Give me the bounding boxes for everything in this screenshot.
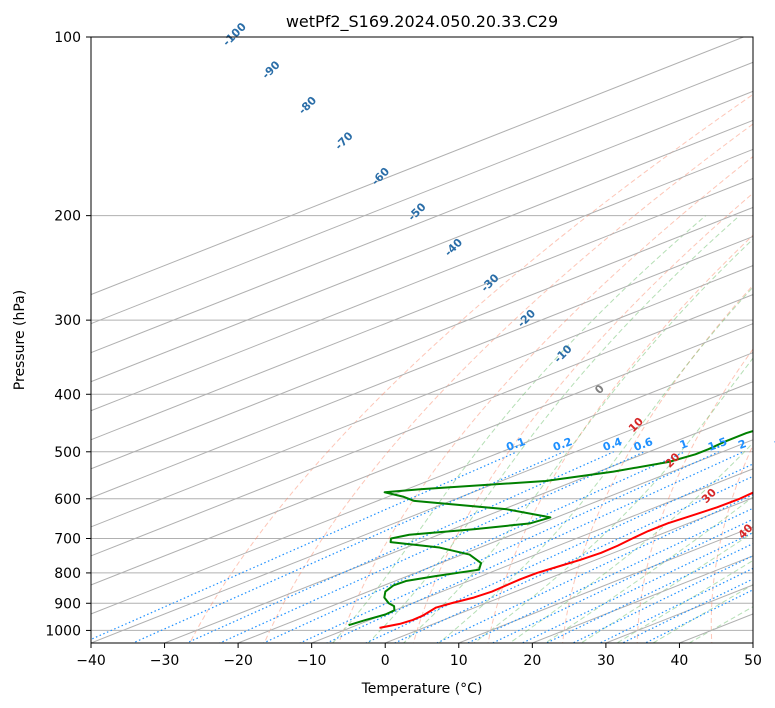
mixing-ratio-line bbox=[298, 451, 719, 643]
x-tick-label: 30 bbox=[597, 653, 615, 669]
mixing-ratio-label: 3 bbox=[773, 437, 775, 452]
x-axis: −40 −30 −20 −10 0 10 20 30 40 50 bbox=[76, 643, 762, 669]
dry-adiabat bbox=[487, 234, 753, 643]
isotherm bbox=[91, 177, 753, 441]
x-tick-label: −40 bbox=[76, 653, 106, 669]
mixing-ratio-line bbox=[491, 518, 753, 643]
x-tick-label: 20 bbox=[523, 653, 541, 669]
mixing-ratio-line bbox=[185, 451, 614, 643]
isotherm bbox=[385, 497, 753, 643]
isotherm bbox=[91, 265, 753, 528]
temperature-profile bbox=[379, 491, 753, 629]
dry-adiabat bbox=[562, 284, 753, 643]
isotherm bbox=[91, 294, 753, 557]
dry-adiabat bbox=[338, 155, 753, 643]
moist-adiabat bbox=[332, 215, 706, 643]
x-axis-title: Temperature (°C) bbox=[361, 681, 483, 697]
mixing-ratio-line bbox=[571, 555, 753, 643]
plot-frame bbox=[90, 36, 754, 644]
x-tick-label: −20 bbox=[223, 653, 253, 669]
dry-adiabat bbox=[710, 443, 753, 643]
sounding-series bbox=[348, 429, 753, 629]
mixing-ratio-line bbox=[598, 567, 753, 643]
isotherm bbox=[91, 90, 753, 354]
x-tick-label: 50 bbox=[744, 653, 762, 669]
dewpoint-profile bbox=[348, 429, 753, 627]
mixing-ratio-line bbox=[218, 451, 645, 643]
isotherm bbox=[458, 526, 753, 643]
isotherm bbox=[91, 61, 753, 325]
mixing-ratio-line bbox=[466, 507, 753, 643]
isotherm bbox=[91, 235, 753, 499]
dry-adiabats bbox=[189, 93, 753, 643]
y-tick-label: 1000 bbox=[45, 623, 81, 639]
isotherm bbox=[164, 410, 753, 643]
mixing-ratio-label: 0.6 bbox=[632, 435, 655, 454]
x-tick-label: 0 bbox=[381, 653, 390, 669]
dry-adiabat bbox=[189, 93, 753, 643]
isotherm bbox=[91, 323, 753, 586]
y-tick-label: 500 bbox=[54, 445, 81, 461]
y-tick-label: 300 bbox=[54, 313, 81, 329]
isotherm bbox=[237, 439, 753, 643]
y-tick-label: 400 bbox=[54, 387, 81, 403]
y-tick-label: 900 bbox=[54, 596, 81, 612]
y-tick-label: 600 bbox=[54, 492, 81, 508]
isotherm bbox=[91, 148, 753, 412]
isotherm bbox=[91, 352, 753, 615]
y-tick-label: 700 bbox=[54, 532, 81, 548]
isotherm bbox=[91, 119, 753, 383]
mixing-ratio-line bbox=[643, 589, 753, 643]
mixing-ratio-label: 0.2 bbox=[551, 435, 574, 454]
moist-adiabat bbox=[438, 286, 753, 643]
y-tick-label: 200 bbox=[54, 209, 81, 225]
dry-adiabat bbox=[263, 123, 753, 643]
dry-adiabat bbox=[636, 348, 753, 643]
y-tick-label: 100 bbox=[54, 30, 81, 46]
y-axis-title: Pressure (hPa) bbox=[12, 290, 28, 390]
x-tick-label: 10 bbox=[450, 653, 468, 669]
mixing-ratio-label: 0.4 bbox=[601, 435, 624, 454]
x-tick-label: −10 bbox=[297, 653, 327, 669]
x-tick-label: 40 bbox=[671, 653, 689, 669]
moist-adiabat bbox=[402, 238, 753, 643]
mixing-ratio-line bbox=[621, 578, 753, 643]
pressure-gridlines bbox=[91, 37, 753, 631]
moist-adiabat bbox=[367, 215, 740, 643]
mixing-ratio-label: 2 bbox=[736, 437, 748, 452]
moist-adiabat bbox=[473, 357, 753, 643]
isotherm bbox=[311, 468, 753, 643]
isotherm bbox=[91, 37, 744, 296]
chart-title: wetPf2_S169.2024.050.20.33.C29 bbox=[286, 12, 558, 32]
moist-adiabat bbox=[688, 606, 753, 643]
moist-adiabat bbox=[615, 559, 753, 643]
mixing-ratio-line bbox=[393, 475, 753, 643]
moist-adiabat bbox=[544, 496, 753, 643]
isotherm bbox=[91, 206, 753, 470]
moist-adiabat bbox=[508, 442, 753, 643]
mixing-ratio-label: 1.5 bbox=[706, 435, 729, 454]
y-tick-label: 800 bbox=[54, 566, 81, 582]
x-tick-label: −30 bbox=[150, 653, 180, 669]
mixing-ratio-label: 0.1 bbox=[504, 435, 527, 454]
isotherms bbox=[91, 37, 753, 643]
mixing-ratio-line bbox=[364, 463, 753, 643]
y-axis: 100 200 300 400 500 600 700 800 900 1000 bbox=[45, 30, 91, 639]
mixing-ratio-line bbox=[325, 451, 744, 643]
mixing-ratio-label: 1 bbox=[678, 437, 690, 452]
isotherm bbox=[91, 381, 753, 643]
